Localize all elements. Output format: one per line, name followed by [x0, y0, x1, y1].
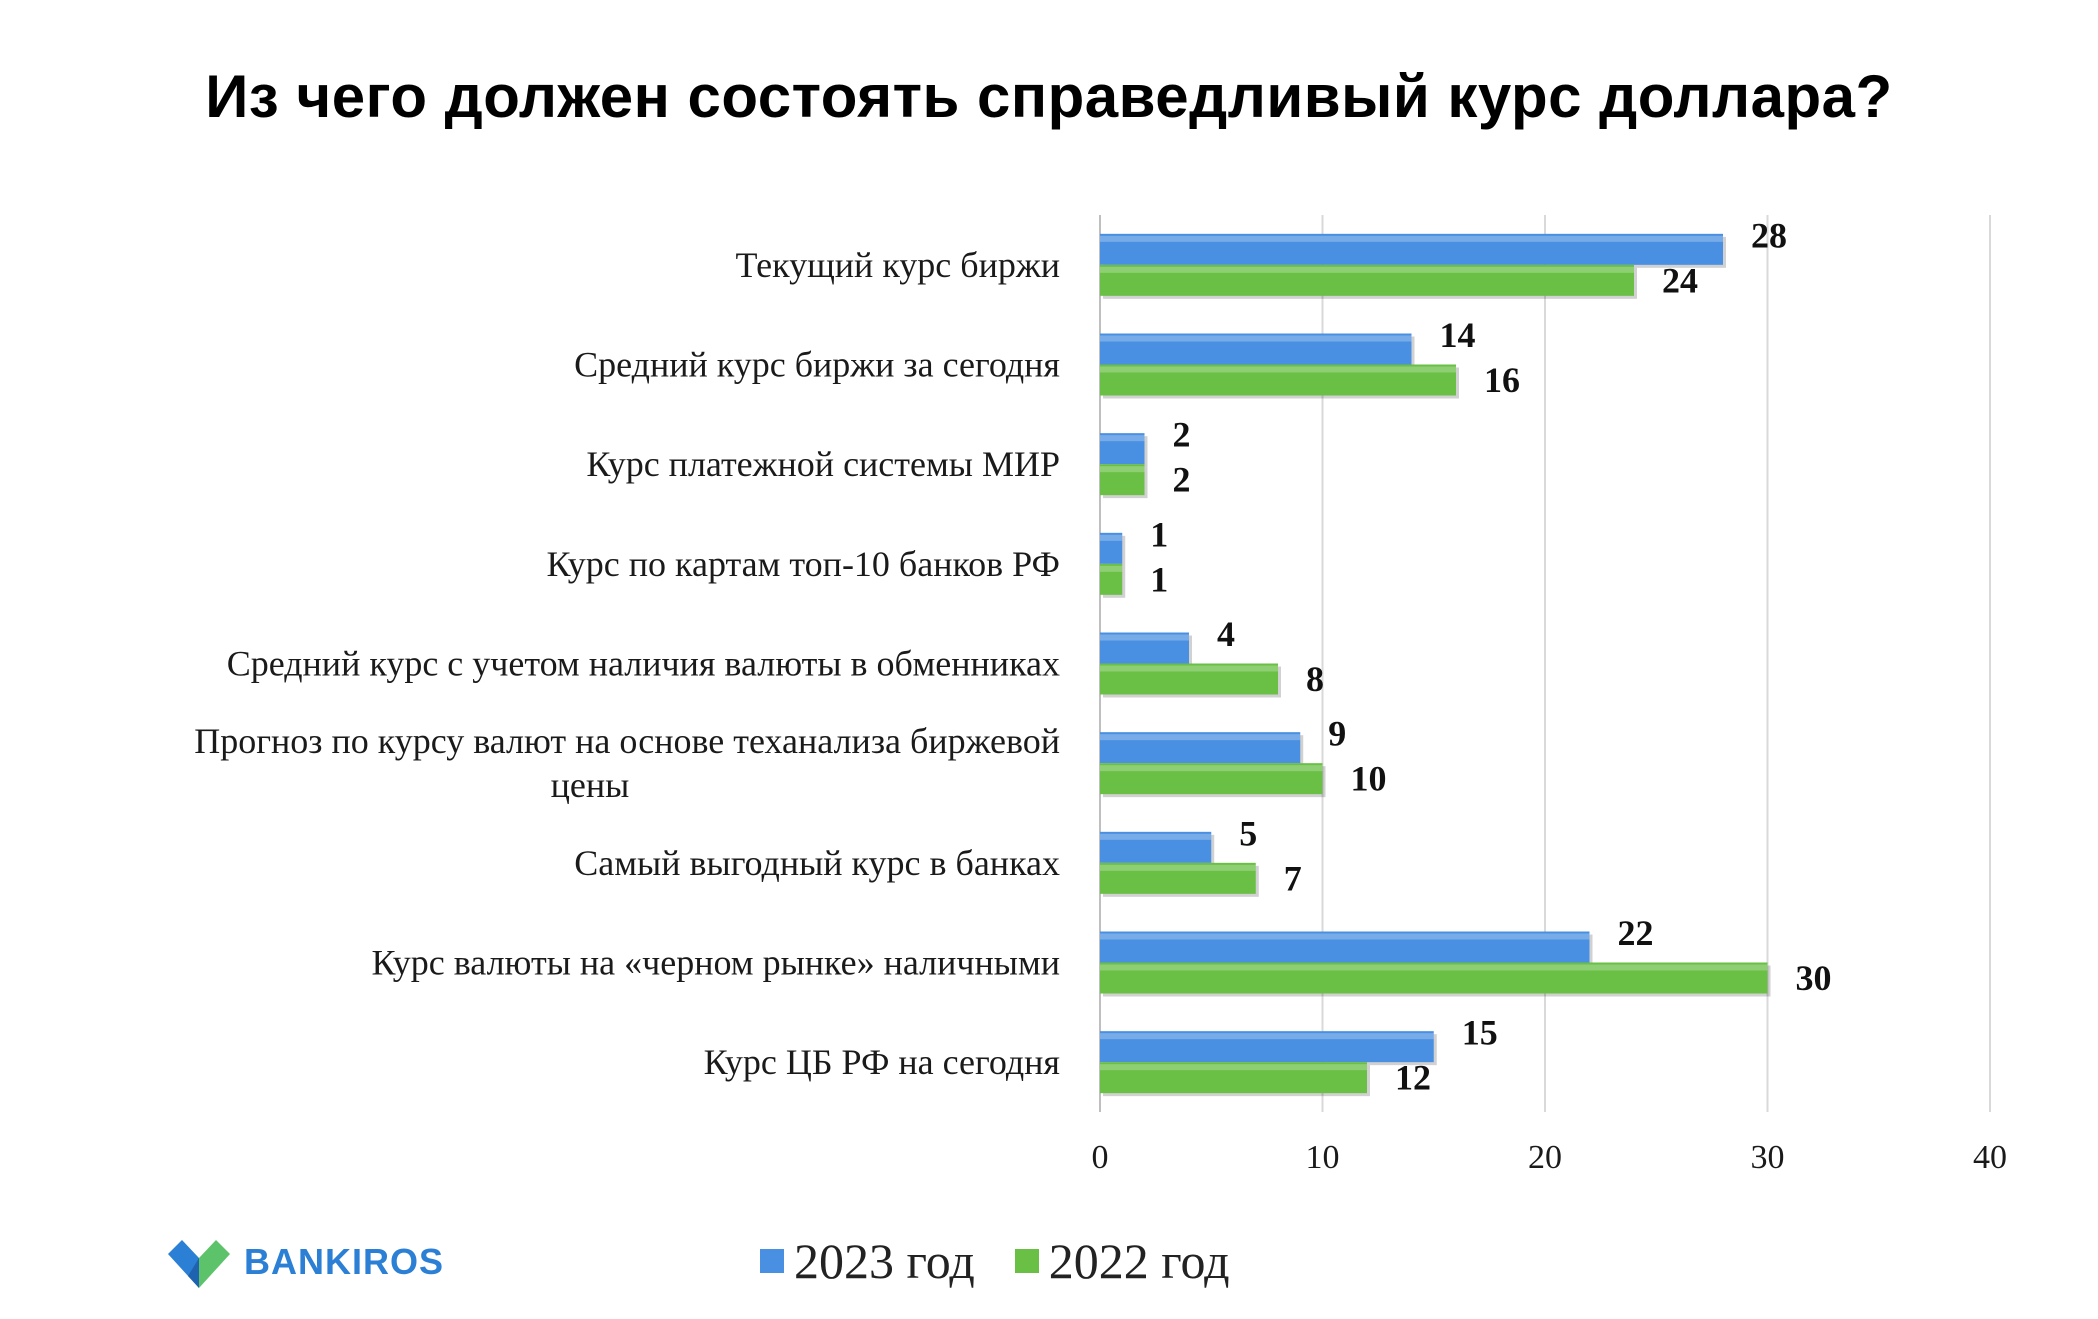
brand-name: BANKIROS: [244, 1241, 445, 1282]
bar-2022: [1100, 962, 1768, 994]
bar-2023: [1100, 233, 1723, 265]
value-label: 16: [1484, 360, 1520, 400]
bar-highlight: [1100, 366, 1456, 373]
bar-2022: [1100, 663, 1278, 695]
bar-2022: [1100, 563, 1123, 595]
value-label: 28: [1751, 215, 1787, 255]
value-label: 4: [1217, 614, 1235, 654]
chart-legend: 2023 год 2022 год: [760, 1228, 1230, 1294]
value-label: 30: [1796, 958, 1832, 998]
category-label: Курс валюты на «черном рынке» наличными: [371, 943, 1060, 983]
x-tick-label: 30: [1751, 1139, 1785, 1176]
category-label: Средний курс с учетом наличия валюты в о…: [227, 644, 1060, 684]
bar-2023: [1100, 831, 1212, 863]
bar-highlight: [1100, 634, 1189, 641]
category-label: Самый выгодный курс в банках: [574, 843, 1060, 883]
value-label: 9: [1328, 714, 1346, 754]
value-label: 15: [1462, 1013, 1498, 1053]
category-label: Курс по картам топ-10 банков РФ: [546, 544, 1060, 584]
legend-item-2022: 2022 год: [1014, 1232, 1230, 1290]
category-label: Курс платежной системы МИР: [586, 444, 1060, 484]
value-label: 2: [1173, 460, 1191, 500]
bar-highlight: [1100, 833, 1212, 840]
x-tick-label: 10: [1306, 1139, 1340, 1176]
category-label: Прогноз по курсу валют на основе теханал…: [194, 721, 1060, 761]
value-label: 22: [1618, 913, 1654, 953]
legend-label-2023: 2023 год: [794, 1233, 975, 1289]
bar-2023: [1100, 931, 1590, 963]
value-label: 2: [1173, 415, 1191, 455]
bankiros-logo-icon: [168, 1240, 230, 1288]
value-label: 14: [1440, 315, 1476, 355]
category-label: цены: [551, 765, 630, 805]
legend-swatch-2022: [1014, 1249, 1039, 1273]
bar-2022: [1100, 763, 1323, 795]
bar-highlight: [1100, 335, 1412, 342]
bar-2023: [1100, 433, 1145, 465]
bar-highlight: [1100, 1064, 1367, 1071]
bar-highlight: [1100, 266, 1634, 273]
value-label: 8: [1306, 659, 1324, 699]
value-label: 1: [1150, 559, 1168, 599]
bar-highlight: [1100, 534, 1123, 541]
category-label: Средний курс биржи за сегодня: [574, 345, 1060, 385]
bar-highlight: [1100, 435, 1145, 442]
bar-2022: [1100, 364, 1456, 396]
bar-2023: [1100, 532, 1123, 564]
x-tick-label: 0: [1092, 1139, 1109, 1176]
bar-highlight: [1100, 765, 1323, 772]
value-label: 7: [1284, 858, 1302, 898]
value-label: 1: [1150, 514, 1168, 554]
bar-highlight: [1100, 864, 1256, 871]
category-label: Курс ЦБ РФ на сегодня: [704, 1042, 1060, 1082]
x-tick-label: 20: [1528, 1139, 1562, 1176]
bar-2023: [1100, 333, 1412, 365]
value-label: 12: [1395, 1058, 1431, 1098]
category-label: Текущий курс биржи: [735, 245, 1060, 285]
bar-2022: [1100, 862, 1256, 894]
legend-label-2022: 2022 год: [1048, 1233, 1230, 1289]
bar-2023: [1100, 632, 1189, 664]
bar-highlight: [1100, 466, 1145, 473]
bar-2023: [1100, 1031, 1434, 1063]
bar-highlight: [1100, 665, 1278, 672]
bar-highlight: [1100, 1033, 1434, 1040]
bar-highlight: [1100, 235, 1723, 242]
legend-item-2023: 2023 год: [760, 1232, 975, 1290]
bar-highlight: [1100, 734, 1301, 741]
chart-title: Из чего должен состоять справедливый кур…: [205, 63, 1893, 130]
legend-swatch-2023: [760, 1249, 784, 1273]
bar-highlight: [1100, 933, 1590, 940]
bar-highlight: [1100, 565, 1123, 572]
value-label: 5: [1239, 813, 1257, 853]
bar-2023: [1100, 732, 1301, 764]
brand-logo: BANKIROS: [168, 1232, 444, 1292]
bar-highlight: [1100, 964, 1768, 971]
x-tick-label: 40: [1973, 1139, 2007, 1176]
bar-2022: [1100, 264, 1634, 296]
value-label: 10: [1351, 759, 1387, 799]
bar-2022: [1100, 464, 1145, 496]
bar-2022: [1100, 1062, 1367, 1094]
value-label: 24: [1662, 260, 1698, 300]
